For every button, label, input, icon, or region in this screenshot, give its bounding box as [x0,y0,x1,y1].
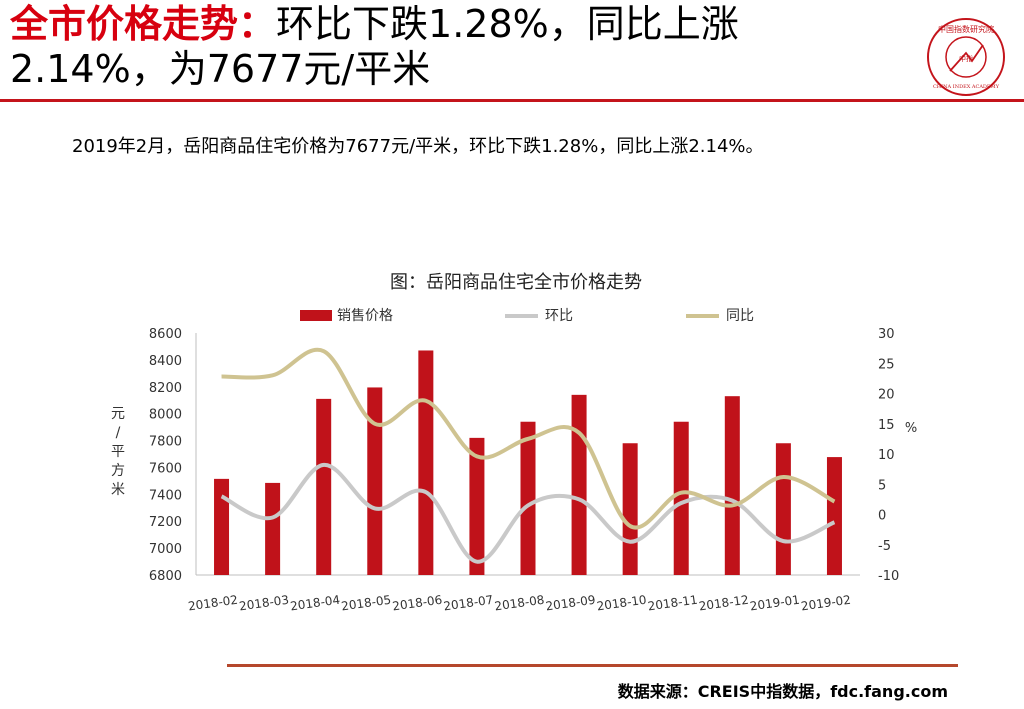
y-axis-label-char: 米 [111,482,125,498]
bar-2018-09 [571,394,587,575]
y-tick-label-right: 0 [878,509,886,524]
x-tick-label: 2018-04 [289,593,341,614]
y-axis-label-char: 方 [111,463,125,479]
data-source: 数据来源：CREIS中指数据，fdc.fang.com [617,682,948,701]
y-axis-label-char: / [116,425,121,441]
bar-2018-11 [673,421,689,575]
x-tick-label: 2019-01 [749,593,801,614]
line-yoy [221,347,836,530]
y-tick-label-right: 30 [878,327,895,342]
y-tick-label-right: -10 [878,569,899,584]
y-tick-label-right: -5 [878,539,891,554]
y-tick-label-left: 7400 [149,488,182,503]
page-title: 全市价格走势：环比下跌1.28%，同比上涨 2.14%，为7677元/平米 [10,2,910,92]
y-tick-label-right: 20 [878,388,895,403]
x-tick-label: 2018-03 [238,593,290,614]
x-tick-label: 2018-07 [443,593,495,614]
bar-2018-10 [622,443,638,575]
bar-2018-05 [367,387,383,575]
chart-title: 图：岳阳商品住宅全市价格走势 [390,272,642,293]
y-tick-label-left: 7200 [149,515,182,530]
page-title-line2: 2.14%，为7677元/平米 [10,47,431,91]
summary-text: 2019年2月，岳阳商品住宅价格为7677元/平米，环比下跌1.28%，同比上涨… [72,136,764,157]
x-tick-label: 2018-09 [545,593,597,614]
bar-2018-02 [214,478,230,575]
page-title-highlight: 全市价格走势： [10,2,277,46]
logo-center-text: 中指 [959,54,973,63]
x-tick-label: 2018-05 [340,593,392,614]
y-tick-label-left: 8200 [149,381,182,396]
legend-swatch-price [300,310,332,321]
y-axis-label-char: 元 [111,406,125,422]
x-tick-label: 2018-11 [647,593,699,614]
y-tick-label-left: 8000 [149,408,182,423]
line-mom [220,462,836,564]
x-tick-label: 2018-06 [391,593,443,614]
legend-label-mom: 环比 [545,308,573,324]
x-tick-label: 2018-02 [187,593,239,614]
y-tick-label-right: 15 [878,418,895,433]
bar-2019-01 [775,443,791,575]
y-tick-label-right: 5 [878,478,886,493]
bar-2018-08 [520,421,536,575]
y-tick-label-right: 25 [878,357,895,372]
y-axis-label-right: % [905,421,917,436]
y-tick-label-left: 8600 [149,327,182,342]
logo-ring-text: 中国指数研究院 [938,24,994,34]
x-tick-label: 2019-02 [800,593,852,614]
page-title-line1: 环比下跌1.28%，同比上涨 [276,2,739,46]
bottom-divider [227,664,958,667]
legend-label-price: 销售价格 [337,308,393,324]
x-tick-label: 2018-10 [596,593,648,614]
bar-2018-03 [265,482,281,575]
legend-label-yoy: 同比 [726,308,754,324]
china-index-academy-logo: 中国指数研究院 中指 CHINA INDEX ACADEMY [927,18,1005,96]
y-tick-label-right: 10 [878,448,895,463]
y-tick-label-left: 7000 [149,542,182,557]
bar-2018-06 [418,350,434,575]
bar-2018-04 [316,398,332,575]
title-divider [0,99,1024,102]
y-tick-label-left: 7600 [149,461,182,476]
bar-2019-02 [826,457,842,575]
bar-2018-07 [469,437,485,575]
x-tick-label: 2018-08 [494,593,546,614]
y-tick-label-left: 6800 [149,569,182,584]
y-axis-label-char: 平 [111,444,125,460]
bar-2018-12 [724,396,740,575]
x-tick-label: 2018-12 [698,593,750,614]
logo-english-text: CHINA INDEX ACADEMY [933,84,1000,90]
y-tick-label-left: 8400 [149,354,182,369]
y-tick-label-left: 7800 [149,435,182,450]
